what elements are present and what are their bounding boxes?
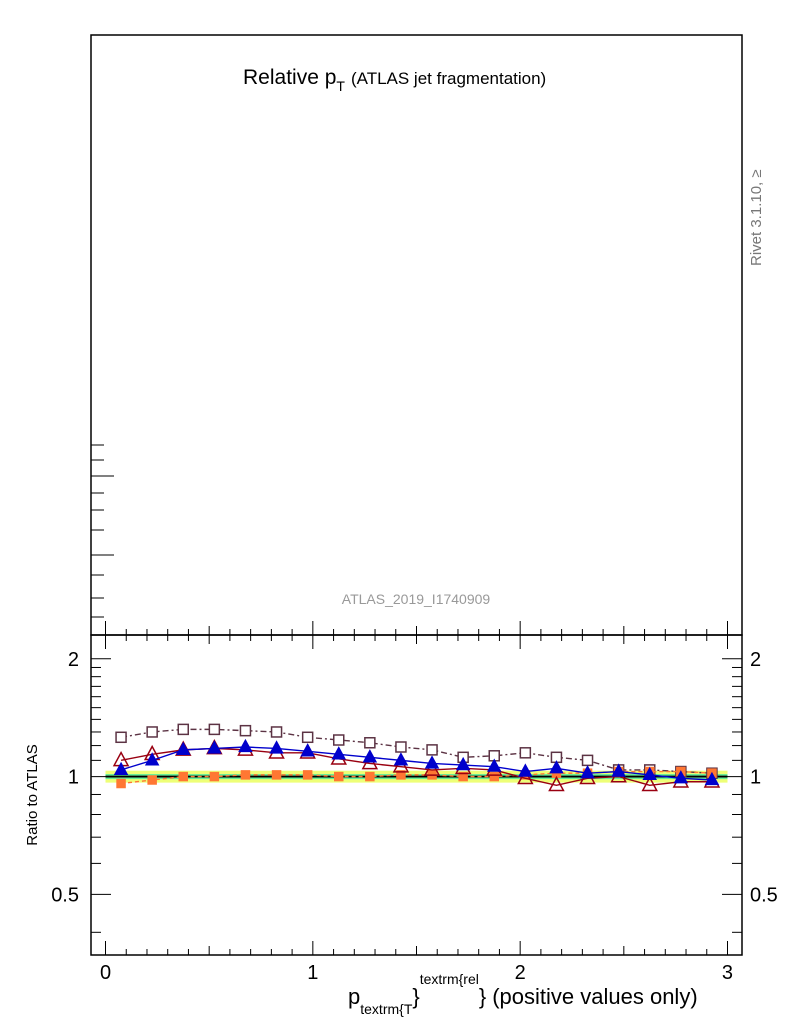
- data-point-square: [147, 775, 157, 785]
- main-panel-ticks: [91, 444, 114, 618]
- data-point-square: [208, 723, 221, 736]
- title-sub: T: [336, 78, 345, 94]
- data-point-square: [395, 741, 407, 753]
- data-point-triangle: [393, 752, 409, 766]
- data-point-square: [302, 770, 313, 780]
- xlabel-p: p: [348, 984, 360, 1009]
- rivet-version-label: Rivet 3.1.10, ≥: [748, 169, 765, 266]
- y-tick-label-left: 2: [68, 649, 79, 671]
- data-point-triangle: [641, 775, 658, 792]
- main-panel-frame: [90, 34, 743, 636]
- x-tick-label: 1: [307, 962, 318, 984]
- data-point-triangle: [269, 740, 284, 754]
- y-tick-label-left: 1: [68, 767, 79, 789]
- title-suffix: (ATLAS jet fragmentation): [351, 69, 546, 88]
- x-tick-label: 2: [515, 962, 526, 984]
- x-tick-label: 0: [100, 962, 111, 984]
- data-point-triangle: [704, 771, 720, 786]
- ratio-series-group: [112, 723, 721, 792]
- data-point-square: [240, 770, 251, 780]
- data-point-square: [364, 737, 376, 749]
- xlabel-sup: textrm{rel: [420, 971, 479, 987]
- data-point-triangle: [331, 746, 347, 760]
- x-axis-label: ptextrm{T}textrm{rel} (positive values on…: [348, 971, 698, 1017]
- y-tick-label-right: 2: [750, 649, 761, 671]
- data-point-square: [334, 771, 344, 782]
- data-point-triangle: [113, 761, 129, 776]
- data-point-square: [178, 771, 189, 782]
- data-point-triangle: [300, 743, 315, 757]
- data-point-square: [239, 724, 252, 737]
- data-point-square: [146, 726, 158, 738]
- data-point-triangle: [238, 738, 253, 753]
- data-point-square: [301, 731, 314, 744]
- xlabel-brace2: }: [479, 984, 486, 1009]
- series-4: [113, 738, 720, 786]
- x-tick-label: 3: [722, 962, 733, 984]
- data-point-triangle: [518, 763, 533, 777]
- ratio-panel-frame: [90, 634, 743, 956]
- data-point-triangle: [517, 768, 534, 785]
- data-point-square: [426, 744, 438, 756]
- data-point-triangle: [642, 766, 658, 781]
- xlabel-rest: (positive values only): [492, 984, 697, 1009]
- xlabel-sub: textrm{T: [360, 1001, 413, 1017]
- data-point-triangle: [580, 765, 595, 779]
- data-point-triangle: [424, 755, 440, 769]
- data-point-square: [209, 771, 220, 782]
- xlabel-brace1: }: [412, 984, 419, 1009]
- data-point-square: [333, 734, 345, 746]
- data-point-triangle: [175, 741, 191, 756]
- ratio-axis-ticks: [91, 621, 742, 955]
- analysis-watermark: ATLAS_2019_I1740909: [342, 591, 491, 607]
- series-line: [120, 746, 712, 781]
- data-point-square: [177, 723, 190, 736]
- data-point-triangle: [362, 749, 378, 763]
- plot-title: Relative pT (ATLAS jet fragmentation): [243, 66, 546, 94]
- data-point-square: [116, 778, 126, 789]
- series-1: [115, 723, 718, 779]
- data-point-square: [115, 731, 127, 744]
- data-point-square: [396, 770, 406, 780]
- data-point-triangle: [455, 756, 471, 771]
- title-main: Relative p: [243, 66, 336, 89]
- data-point-square: [489, 771, 499, 782]
- y-tick-label-right: 0.5: [750, 884, 778, 906]
- data-point-square: [365, 771, 375, 782]
- ratio-y-axis-label: Ratio to ATLAS: [24, 744, 41, 845]
- data-point-square: [458, 771, 468, 782]
- data-point-triangle: [549, 760, 564, 774]
- data-point-triangle: [486, 758, 502, 772]
- data-point-triangle: [144, 752, 160, 766]
- data-point-square: [581, 754, 594, 767]
- data-point-square: [270, 726, 283, 738]
- data-point-triangle: [548, 775, 565, 792]
- data-point-triangle: [207, 740, 222, 754]
- ratio-tick-labels: 0 1 2 3 0.5 0.5 1 1 2 2: [51, 649, 778, 984]
- y-tick-label-right: 1: [750, 767, 761, 789]
- data-point-triangle: [673, 770, 689, 784]
- y-tick-label-left: 0.5: [51, 884, 79, 906]
- data-point-square: [271, 770, 282, 780]
- data-point-triangle: [611, 763, 626, 777]
- data-point-square: [519, 747, 532, 759]
